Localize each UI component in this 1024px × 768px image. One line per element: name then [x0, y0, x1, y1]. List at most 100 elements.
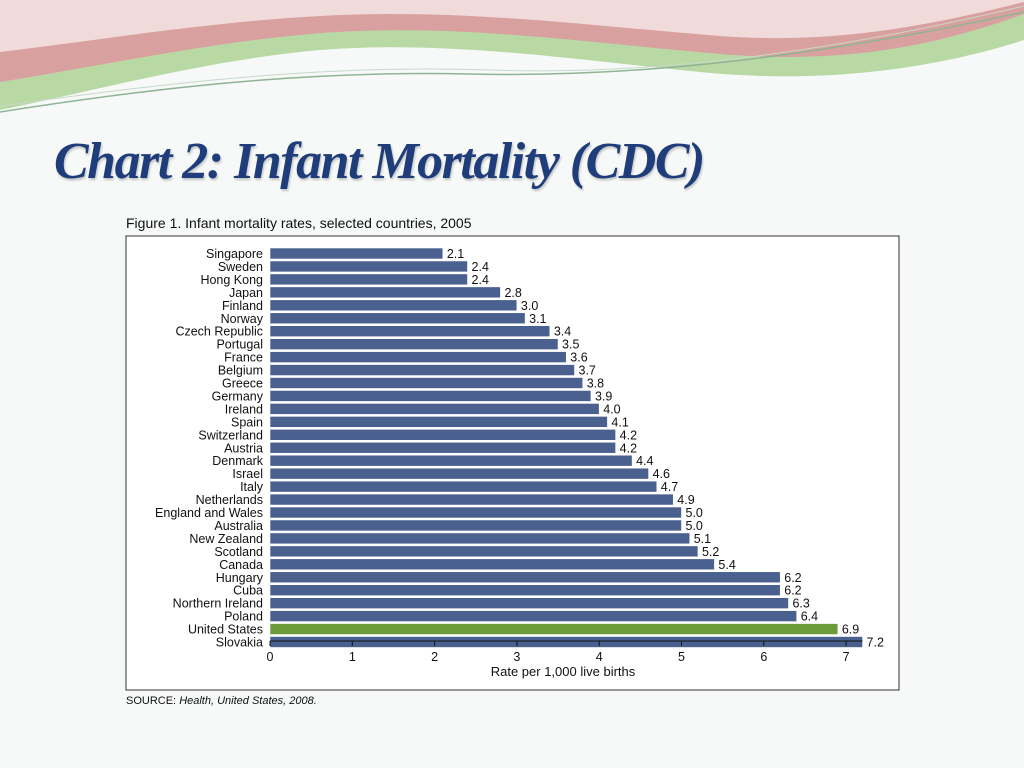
bar-canada	[269, 558, 715, 571]
value-label: 3.1	[529, 312, 546, 326]
bar-italy	[269, 480, 658, 493]
value-label: 5.1	[694, 532, 711, 546]
x-tick-label: 0	[267, 650, 274, 664]
source-note: SOURCE: Health, United States, 2008.	[126, 695, 317, 707]
category-label: Scotland	[214, 545, 263, 559]
category-label: Cuba	[233, 584, 263, 598]
x-axis: 0 1 2 3 4 5 6 7	[267, 640, 863, 664]
value-label: 4.2	[620, 428, 637, 442]
slide-title: Chart 2: Infant Mortality (CDC)	[54, 133, 705, 190]
value-label: 5.4	[718, 558, 735, 572]
header-swoosh-decoration	[0, 0, 1024, 113]
x-axis-label: Rate per 1,000 live births	[491, 664, 636, 679]
category-label: Netherlands	[196, 493, 263, 507]
bar-israel	[269, 467, 649, 480]
category-label: Japan	[229, 286, 263, 300]
value-label: 3.0	[521, 299, 538, 313]
category-label: Austria	[224, 441, 263, 455]
value-label: 3.5	[562, 338, 579, 352]
category-label: Northern Ireland	[173, 597, 263, 611]
value-label: 4.0	[603, 402, 620, 416]
value-label: 6.2	[784, 571, 801, 585]
bar-france	[269, 351, 567, 363]
value-label: 7.2	[867, 636, 884, 650]
category-label: Slovakia	[216, 636, 263, 650]
source-title: Health, United States, 2008.	[179, 695, 317, 707]
bar-czech-republic	[269, 325, 551, 338]
category-label: Finland	[222, 299, 263, 313]
bar-germany	[269, 390, 592, 402]
bar-northern-ireland	[269, 597, 789, 609]
bar-greece	[269, 377, 584, 389]
category-label: Spain	[231, 415, 263, 429]
value-label: 2.1	[447, 247, 464, 261]
value-label: 4.6	[653, 467, 670, 481]
x-tick-label: 5	[678, 650, 685, 664]
bar-sweden	[269, 260, 468, 273]
bar-ireland	[269, 403, 600, 415]
value-label: 3.4	[554, 325, 571, 339]
value-label: 3.8	[587, 377, 604, 391]
bar-singapore	[269, 247, 444, 260]
bar-spain	[269, 416, 608, 428]
bar-united-states	[269, 623, 839, 635]
bar-hong-kong	[269, 273, 468, 286]
x-tick-label: 4	[596, 650, 603, 664]
value-label: 2.4	[472, 260, 489, 274]
value-label: 3.7	[579, 364, 596, 378]
value-label: 5.0	[686, 506, 703, 520]
value-label: 4.2	[620, 441, 637, 455]
bar-netherlands	[269, 493, 674, 506]
bar-portugal	[269, 338, 559, 350]
value-label: 4.9	[677, 493, 694, 507]
value-label: 6.2	[784, 584, 801, 598]
value-label: 3.9	[595, 389, 612, 403]
category-label: Portugal	[216, 338, 263, 352]
x-tick-label: 3	[513, 650, 520, 664]
source-label: SOURCE:	[126, 695, 177, 707]
x-tick-label: 7	[843, 650, 850, 664]
value-label: 6.4	[801, 610, 818, 624]
x-tick-label: 6	[760, 650, 767, 664]
bar-belgium	[269, 364, 575, 376]
value-label: 3.6	[570, 351, 587, 365]
value-label: 5.2	[702, 545, 719, 559]
category-label: Sweden	[218, 260, 263, 274]
bar-scotland	[269, 545, 699, 558]
category-label: Germany	[212, 389, 264, 403]
category-label: Switzerland	[198, 428, 263, 442]
value-label: 4.1	[611, 415, 628, 429]
bar-slovakia	[269, 636, 863, 648]
bar-finland	[269, 299, 518, 312]
value-label: 2.8	[504, 286, 521, 300]
value-label: 4.4	[636, 454, 653, 468]
bar-denmark	[269, 454, 633, 467]
figure-title: Figure 1. Infant mortality rates, select…	[126, 215, 472, 231]
value-label: 4.7	[661, 480, 678, 494]
category-label: Belgium	[218, 364, 263, 378]
category-label: Poland	[224, 610, 263, 624]
category-label: Denmark	[212, 454, 263, 468]
bar-australia	[269, 519, 682, 532]
category-label: Greece	[222, 377, 263, 391]
bar-switzerland	[269, 428, 616, 441]
x-tick-label: 1	[349, 650, 356, 664]
bar-japan	[269, 286, 501, 299]
bar-new-zealand	[269, 532, 691, 545]
bar-cuba	[269, 584, 781, 597]
category-label: Singapore	[206, 247, 263, 261]
category-label: Hong Kong	[200, 273, 263, 287]
category-label: Italy	[240, 480, 264, 494]
category-label: Australia	[214, 519, 263, 533]
value-label: 6.3	[792, 597, 809, 611]
bar-poland	[269, 610, 798, 622]
x-tick-label: 2	[431, 650, 438, 664]
category-label: United States	[188, 623, 263, 637]
category-label: Ireland	[225, 402, 263, 416]
value-label: 2.4	[472, 273, 489, 287]
value-label: 6.9	[842, 623, 859, 637]
bar-norway	[269, 312, 526, 325]
category-label: Czech Republic	[175, 325, 263, 339]
category-label: Hungary	[216, 571, 264, 585]
